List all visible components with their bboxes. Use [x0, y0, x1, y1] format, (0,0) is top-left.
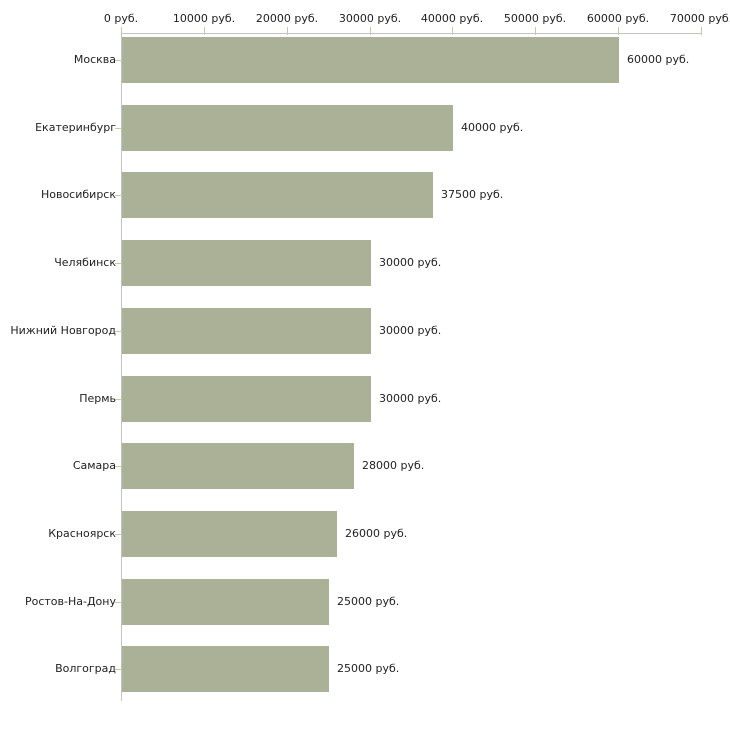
- category-label: Нижний Новгород: [10, 324, 116, 337]
- y-axis-line: [121, 33, 122, 701]
- bar-value-label: 40000 руб.: [461, 121, 524, 134]
- x-axis-tick: [121, 27, 122, 35]
- x-axis-tick-label: 40000 руб.: [420, 12, 484, 25]
- x-axis-line: [121, 33, 701, 34]
- bar: [122, 105, 453, 151]
- category-tick: [115, 60, 121, 61]
- bar-value-label: 28000 руб.: [362, 459, 425, 472]
- category-tick: [115, 263, 121, 264]
- category-label: Новосибирск: [40, 188, 116, 201]
- x-axis-tick: [204, 27, 205, 35]
- x-axis-tick-label: 60000 руб.: [586, 12, 650, 25]
- category-label: Самара: [72, 459, 116, 472]
- bar: [122, 172, 433, 218]
- x-axis-tick: [370, 27, 371, 35]
- bar-value-label: 30000 руб.: [379, 392, 442, 405]
- category-tick: [115, 602, 121, 603]
- x-axis-tick: [452, 27, 453, 35]
- category-label: Москва: [73, 53, 116, 66]
- category-tick: [115, 331, 121, 332]
- category-tick: [115, 195, 121, 196]
- bar: [122, 511, 337, 557]
- category-tick: [115, 466, 121, 467]
- category-label: Волгоград: [55, 662, 116, 675]
- bar-value-label: 26000 руб.: [345, 527, 408, 540]
- bar-value-label: 25000 руб.: [337, 595, 400, 608]
- category-label: Красноярск: [48, 527, 116, 540]
- x-axis-tick-label: 20000 руб.: [255, 12, 319, 25]
- category-label: Екатеринбург: [35, 121, 116, 134]
- x-axis-tick-label: 30000 руб.: [338, 12, 402, 25]
- bar-value-label: 30000 руб.: [379, 256, 442, 269]
- bar-value-label: 37500 руб.: [441, 188, 504, 201]
- bar-value-label: 30000 руб.: [379, 324, 442, 337]
- bar: [122, 579, 329, 625]
- x-axis-tick: [535, 27, 536, 35]
- category-tick: [115, 128, 121, 129]
- x-axis-tick: [618, 27, 619, 35]
- x-axis-tick-label: 50000 руб.: [503, 12, 567, 25]
- category-tick: [115, 399, 121, 400]
- category-label: Пермь: [79, 392, 116, 405]
- x-axis-tick: [287, 27, 288, 35]
- bar-value-label: 60000 руб.: [627, 53, 690, 66]
- bar: [122, 240, 371, 286]
- category-label: Ростов-На-Дону: [24, 595, 116, 608]
- bar: [122, 646, 329, 692]
- x-axis-tick: [701, 27, 702, 35]
- bar-value-label: 25000 руб.: [337, 662, 400, 675]
- x-axis-tick-label: 10000 руб.: [172, 12, 236, 25]
- bar: [122, 37, 619, 83]
- bar: [122, 308, 371, 354]
- bar: [122, 376, 371, 422]
- category-label: Челябинск: [54, 256, 116, 269]
- category-tick: [115, 669, 121, 670]
- category-tick: [115, 534, 121, 535]
- bar: [122, 443, 354, 489]
- x-axis-tick-label: 0 руб.: [103, 12, 139, 25]
- x-axis-tick-label: 70000 руб.: [669, 12, 730, 25]
